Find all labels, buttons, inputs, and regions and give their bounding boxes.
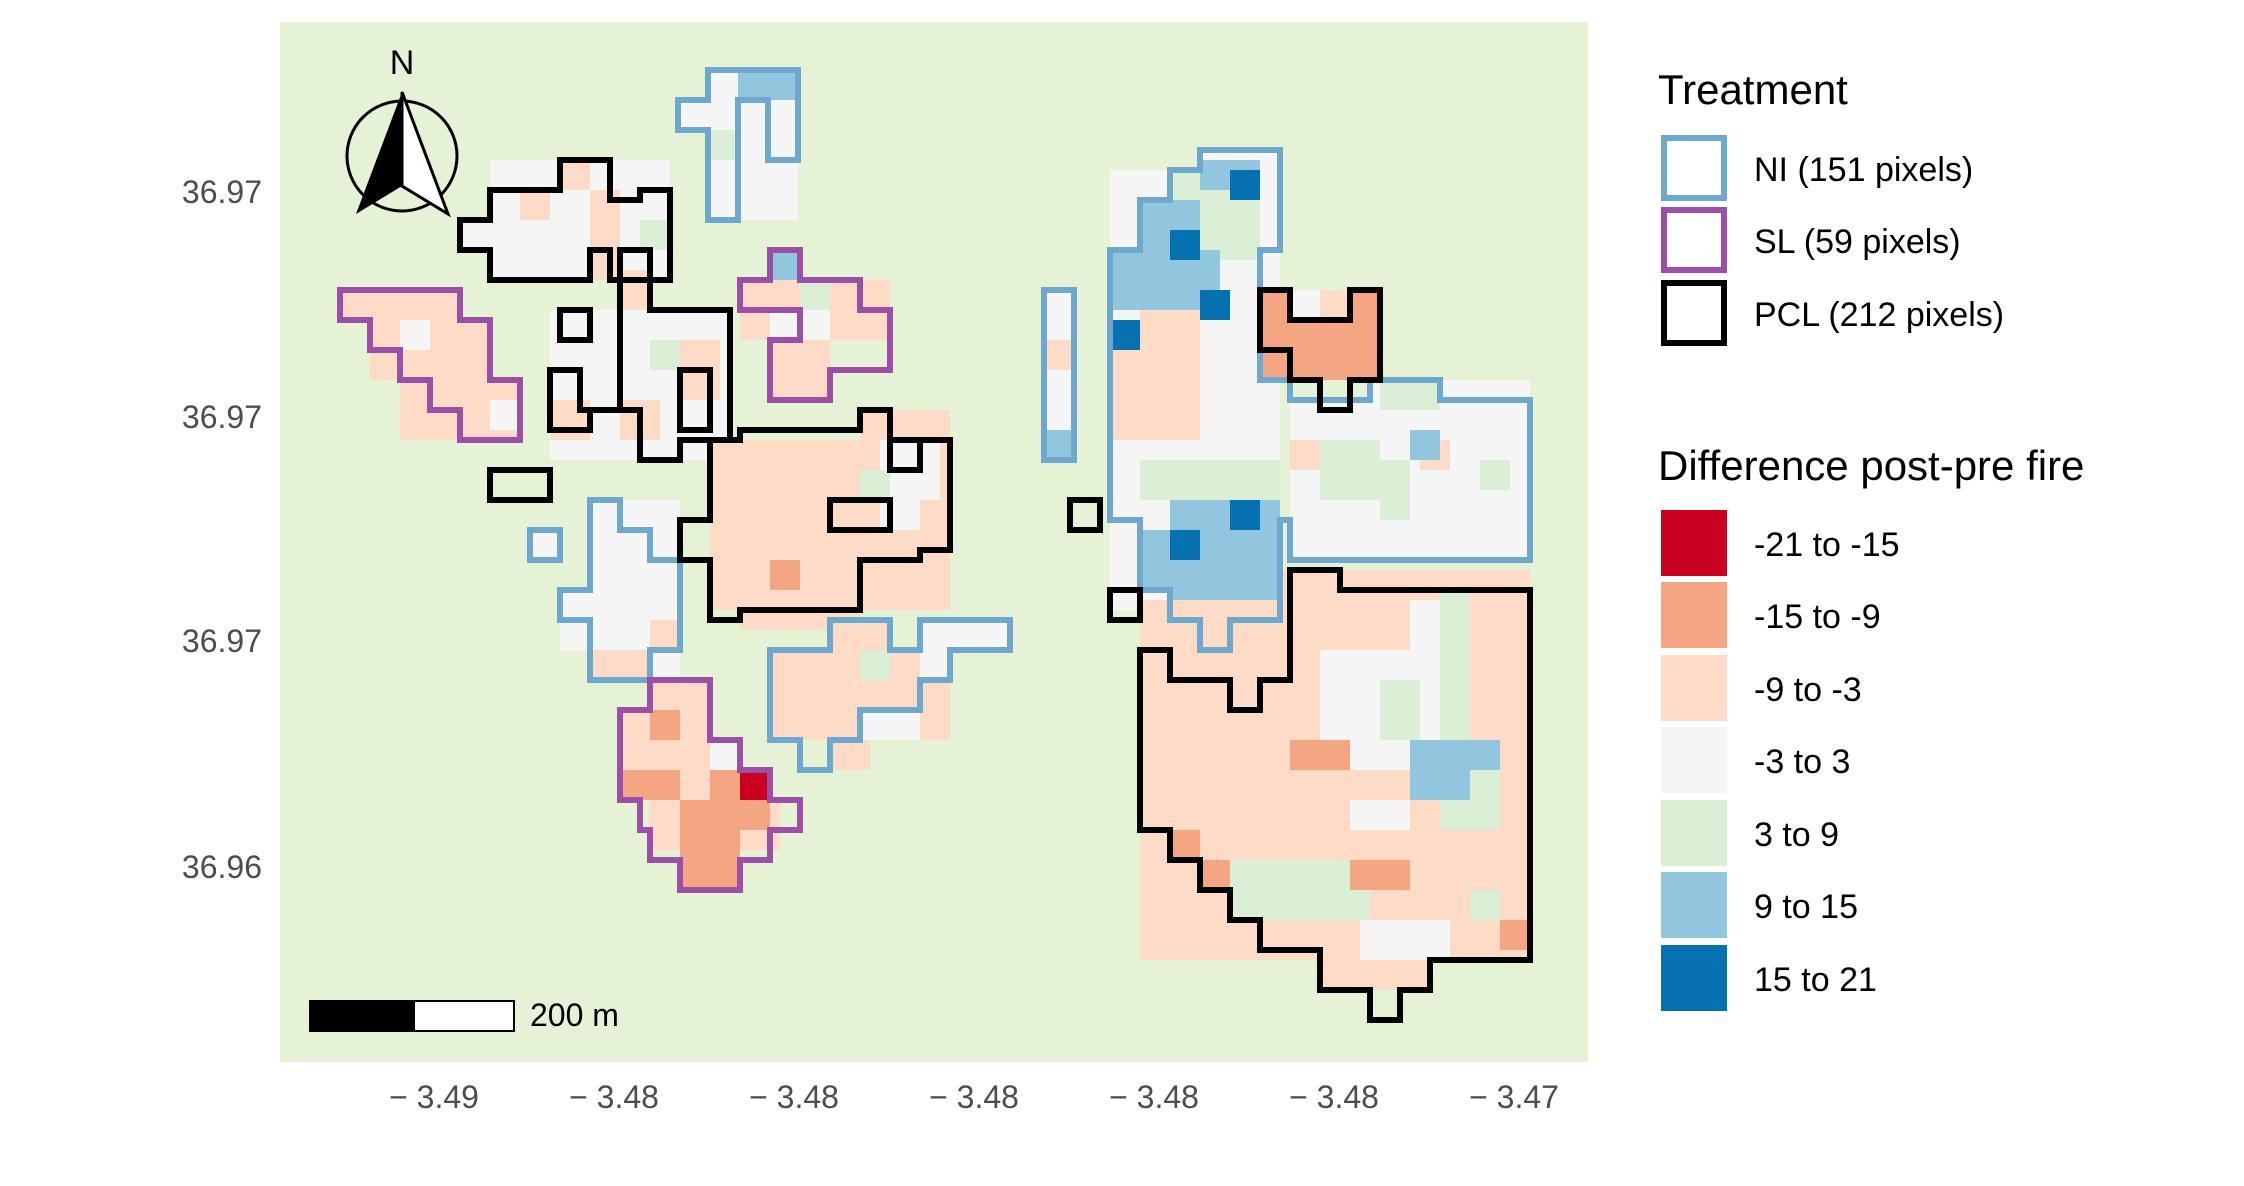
x-tick-label: − 3.48 bbox=[749, 1079, 839, 1115]
treatment-outlines bbox=[337, 67, 1533, 1023]
sl-outlines bbox=[337, 247, 893, 893]
legend-key-pcl bbox=[1661, 280, 1727, 346]
legend-item: -15 to -9 bbox=[1661, 582, 1881, 648]
legend-label: -3 to 3 bbox=[1754, 743, 1850, 781]
legend-item: 15 to 21 bbox=[1661, 945, 1877, 1011]
legend-label: -9 to -3 bbox=[1754, 671, 1862, 709]
y-tick-label: 36.96 bbox=[182, 849, 262, 885]
north-label: N bbox=[390, 44, 415, 82]
x-tick-label: − 3.48 bbox=[1109, 1079, 1199, 1115]
legend-label: SL (59 pixels) bbox=[1754, 223, 1961, 261]
legend-item: NI (151 pixels) bbox=[1661, 135, 1973, 201]
legend-key-sl bbox=[1661, 207, 1727, 273]
legend-item: -9 to -3 bbox=[1661, 655, 1862, 721]
legend-treatment: Treatment NI (151 pixels) SL (59 pixels)… bbox=[1658, 66, 2004, 346]
legend-item: 9 to 15 bbox=[1661, 872, 1858, 938]
legend-swatch bbox=[1661, 800, 1727, 866]
scale-bar: 200 m bbox=[309, 997, 619, 1033]
legend-treatment-title: Treatment bbox=[1658, 66, 1848, 113]
pcl-outlines bbox=[457, 157, 1533, 1023]
x-tick-label: − 3.47 bbox=[1469, 1079, 1559, 1115]
legend-label: NI (151 pixels) bbox=[1754, 151, 1973, 189]
x-tick-label: − 3.48 bbox=[1289, 1079, 1379, 1115]
legend-swatch bbox=[1661, 945, 1727, 1011]
legend-key-ni bbox=[1661, 135, 1727, 201]
legend-swatch bbox=[1661, 655, 1727, 721]
legend-swatch bbox=[1661, 582, 1727, 648]
x-tick-label: − 3.48 bbox=[569, 1079, 659, 1115]
legend-label: -15 to -9 bbox=[1754, 598, 1881, 636]
north-arrow-icon: N bbox=[345, 44, 459, 218]
legend-label: 15 to 21 bbox=[1754, 961, 1877, 999]
legend-item: PCL (212 pixels) bbox=[1661, 280, 2004, 346]
y-tick-label: 36.97 bbox=[182, 623, 262, 659]
y-tick-label: 36.97 bbox=[182, 399, 262, 435]
map-panel: N 200 m bbox=[280, 22, 1588, 1062]
legend-label: 3 to 9 bbox=[1754, 816, 1839, 854]
x-tick-label: − 3.49 bbox=[389, 1079, 479, 1115]
ni-outlines bbox=[527, 67, 1533, 773]
x-axis: − 3.49 − 3.48 − 3.48 − 3.48 − 3.48 − 3.4… bbox=[389, 1079, 1559, 1115]
legend-swatch bbox=[1661, 727, 1727, 793]
legend-item: -21 to -15 bbox=[1661, 510, 1900, 576]
legend-difference-title: Difference post-pre fire bbox=[1658, 442, 2084, 489]
x-tick-label: − 3.48 bbox=[929, 1079, 1019, 1115]
legend-label: 9 to 15 bbox=[1754, 888, 1858, 926]
scale-bar-label: 200 m bbox=[530, 997, 619, 1033]
legend-swatch bbox=[1661, 872, 1727, 938]
legend-item: -3 to 3 bbox=[1661, 727, 1850, 793]
legend-item: SL (59 pixels) bbox=[1661, 207, 1961, 273]
legend-label: -21 to -15 bbox=[1754, 526, 1900, 564]
legend-difference: Difference post-pre fire -21 to -15 -15 … bbox=[1658, 442, 2084, 1011]
legend-item: 3 to 9 bbox=[1661, 800, 1839, 866]
difference-pixels bbox=[340, 70, 1530, 990]
legend-label: PCL (212 pixels) bbox=[1754, 296, 2004, 334]
y-tick-label: 36.97 bbox=[182, 174, 262, 210]
legend-swatch bbox=[1661, 510, 1727, 576]
y-axis: 36.97 36.97 36.97 36.96 bbox=[182, 174, 262, 885]
